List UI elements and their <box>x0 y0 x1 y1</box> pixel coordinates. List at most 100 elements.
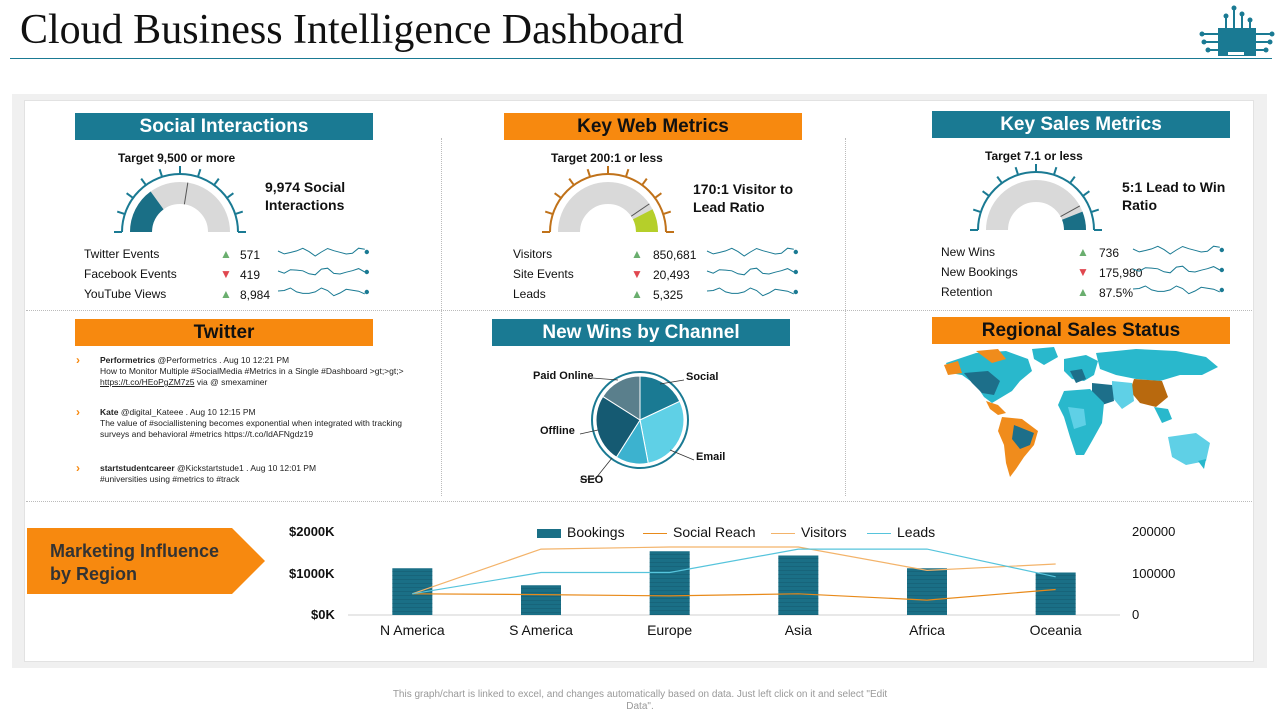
metric-row: New Bookings ▼ 175,980 <box>941 265 1241 281</box>
gauge-tick <box>568 178 575 186</box>
pie-slice[interactable] <box>602 375 641 421</box>
row-divider <box>26 501 1252 502</box>
sparkline-endpoint <box>364 289 369 295</box>
sparkline-path <box>277 287 365 297</box>
right-axis-tick: 100000 <box>1132 566 1176 581</box>
sparkline-path <box>1132 245 1220 255</box>
gauge-tick <box>641 178 648 186</box>
legend-swatch <box>643 532 667 534</box>
tweet-item[interactable]: › Kate @digital_Kateee . Aug 10 12:15 PM… <box>76 405 408 440</box>
channel-pie-chart[interactable] <box>520 350 760 500</box>
gauge-scale <box>121 173 239 233</box>
leader-social <box>659 379 685 385</box>
metric-value: 571 <box>240 248 261 262</box>
gauge-tick <box>158 168 164 178</box>
social-interactions-header: Social Interactions <box>75 113 373 140</box>
metric-label: New Wins <box>941 245 996 259</box>
metric-row: Site Events ▼ 20,493 <box>513 267 813 283</box>
line-social-reach[interactable] <box>412 588 1056 601</box>
metric-label: Site Events <box>513 267 574 281</box>
tweet-item[interactable]: › startstudentcareer @Kickstartstude1 . … <box>76 461 408 485</box>
regional-sales-status-header: Regional Sales Status <box>932 317 1230 344</box>
sparkline <box>706 287 798 297</box>
x-category-label: Europe <box>647 622 693 638</box>
metric-value: 8,984 <box>240 288 271 302</box>
metric-value: 87.5% <box>1099 286 1134 300</box>
trend-up-icon: ▲ <box>631 287 643 301</box>
sparkline <box>1132 245 1224 255</box>
key-web-metrics-header: Key Web Metrics <box>504 113 802 140</box>
leader-offline <box>579 429 599 435</box>
gauge-tick <box>1014 166 1020 176</box>
legend-social-reach: Social Reach <box>643 523 756 541</box>
legend-label: Social Reach <box>673 524 756 540</box>
gauge-tick <box>1090 208 1100 214</box>
bar-bookings[interactable] <box>778 555 819 616</box>
gauge-tick <box>972 208 982 214</box>
social-gauge-text: 9,974 Social Interactions <box>265 179 346 213</box>
metric-value: 850,681 <box>653 248 697 262</box>
gauge-tick <box>586 168 592 178</box>
pie-slice[interactable] <box>595 395 641 458</box>
leader-paid-online <box>591 377 619 381</box>
sparkline-endpoint <box>364 269 369 275</box>
bar-bookings[interactable] <box>1035 572 1076 616</box>
gauge-fill <box>1061 211 1086 231</box>
line-visitors[interactable] <box>412 546 1056 595</box>
trend-up-icon: ▲ <box>631 247 643 261</box>
left-axis-tick: $0K <box>311 607 335 622</box>
legend-label: Leads <box>897 524 936 540</box>
tweet-item[interactable]: › Performetrics @Performetrics . Aug 10 … <box>76 353 408 388</box>
left-axis-tick: $2000K <box>289 524 335 539</box>
gauge-tick <box>554 192 562 199</box>
sales-gauge-text: 5:1 Lead to Win Ratio <box>1122 179 1226 213</box>
sparkline-path <box>706 287 794 297</box>
bar-bookings[interactable] <box>649 551 690 615</box>
row-divider <box>26 310 1252 311</box>
sparkline-path <box>706 247 794 257</box>
metric-row: Visitors ▲ 850,681 <box>513 247 813 263</box>
tweet-meta: @Performetrics . Aug 10 12:21 PM <box>157 355 290 365</box>
gauge-tick <box>996 176 1003 184</box>
gauge-track <box>986 180 1086 231</box>
pie-slice[interactable] <box>639 375 681 421</box>
sparkline-path <box>706 267 795 276</box>
trend-up-icon: ▲ <box>220 247 232 261</box>
chevron-right-icon: › <box>76 461 80 475</box>
gauge-tick <box>234 210 244 216</box>
gauge-tick <box>1069 176 1076 184</box>
world-map[interactable] <box>936 345 1226 480</box>
page-title: Cloud Business Intelligence Dashboard <box>20 7 684 53</box>
pie-slice[interactable] <box>639 400 685 464</box>
sparkline <box>706 267 798 276</box>
sparkline-path <box>1132 265 1221 274</box>
tweet-meta: @digital_Kateee . Aug 10 12:15 PM <box>120 407 256 417</box>
gauge-track <box>558 182 658 233</box>
pie-label-social: Social <box>686 371 719 383</box>
marketing-combo-chart[interactable] <box>348 530 1120 620</box>
gauge-tick <box>213 178 220 186</box>
trend-down-icon: ▼ <box>631 267 643 281</box>
tweet-tail: via @ smexaminer <box>196 377 268 387</box>
title-divider <box>10 58 1272 59</box>
chevron-right-icon: › <box>76 353 80 367</box>
sparkline <box>277 267 369 276</box>
tweet-user: startstudentcareer <box>100 463 175 473</box>
sales-target: Target 7.1 or less <box>985 149 1083 163</box>
tweet-body: #universities using #metrics to #track <box>100 474 240 484</box>
gauge-scale <box>549 173 667 233</box>
sparkline-path <box>277 267 366 276</box>
metric-label: Twitter Events <box>84 247 160 261</box>
column-divider <box>441 138 442 496</box>
gauge-tick <box>196 168 202 178</box>
tweet-link[interactable]: https://t.co/HEoPgZM7z5 <box>100 377 195 387</box>
legend-swatch <box>771 532 795 534</box>
metric-value: 419 <box>240 268 261 282</box>
gauge-tick <box>544 210 554 216</box>
chevron-right-icon: › <box>76 405 80 419</box>
line-leads[interactable] <box>412 548 1056 595</box>
social-gauge <box>114 166 246 233</box>
metric-value: 175,980 <box>1099 266 1143 280</box>
twitter-header: Twitter <box>75 319 373 346</box>
sparkline <box>277 287 369 297</box>
